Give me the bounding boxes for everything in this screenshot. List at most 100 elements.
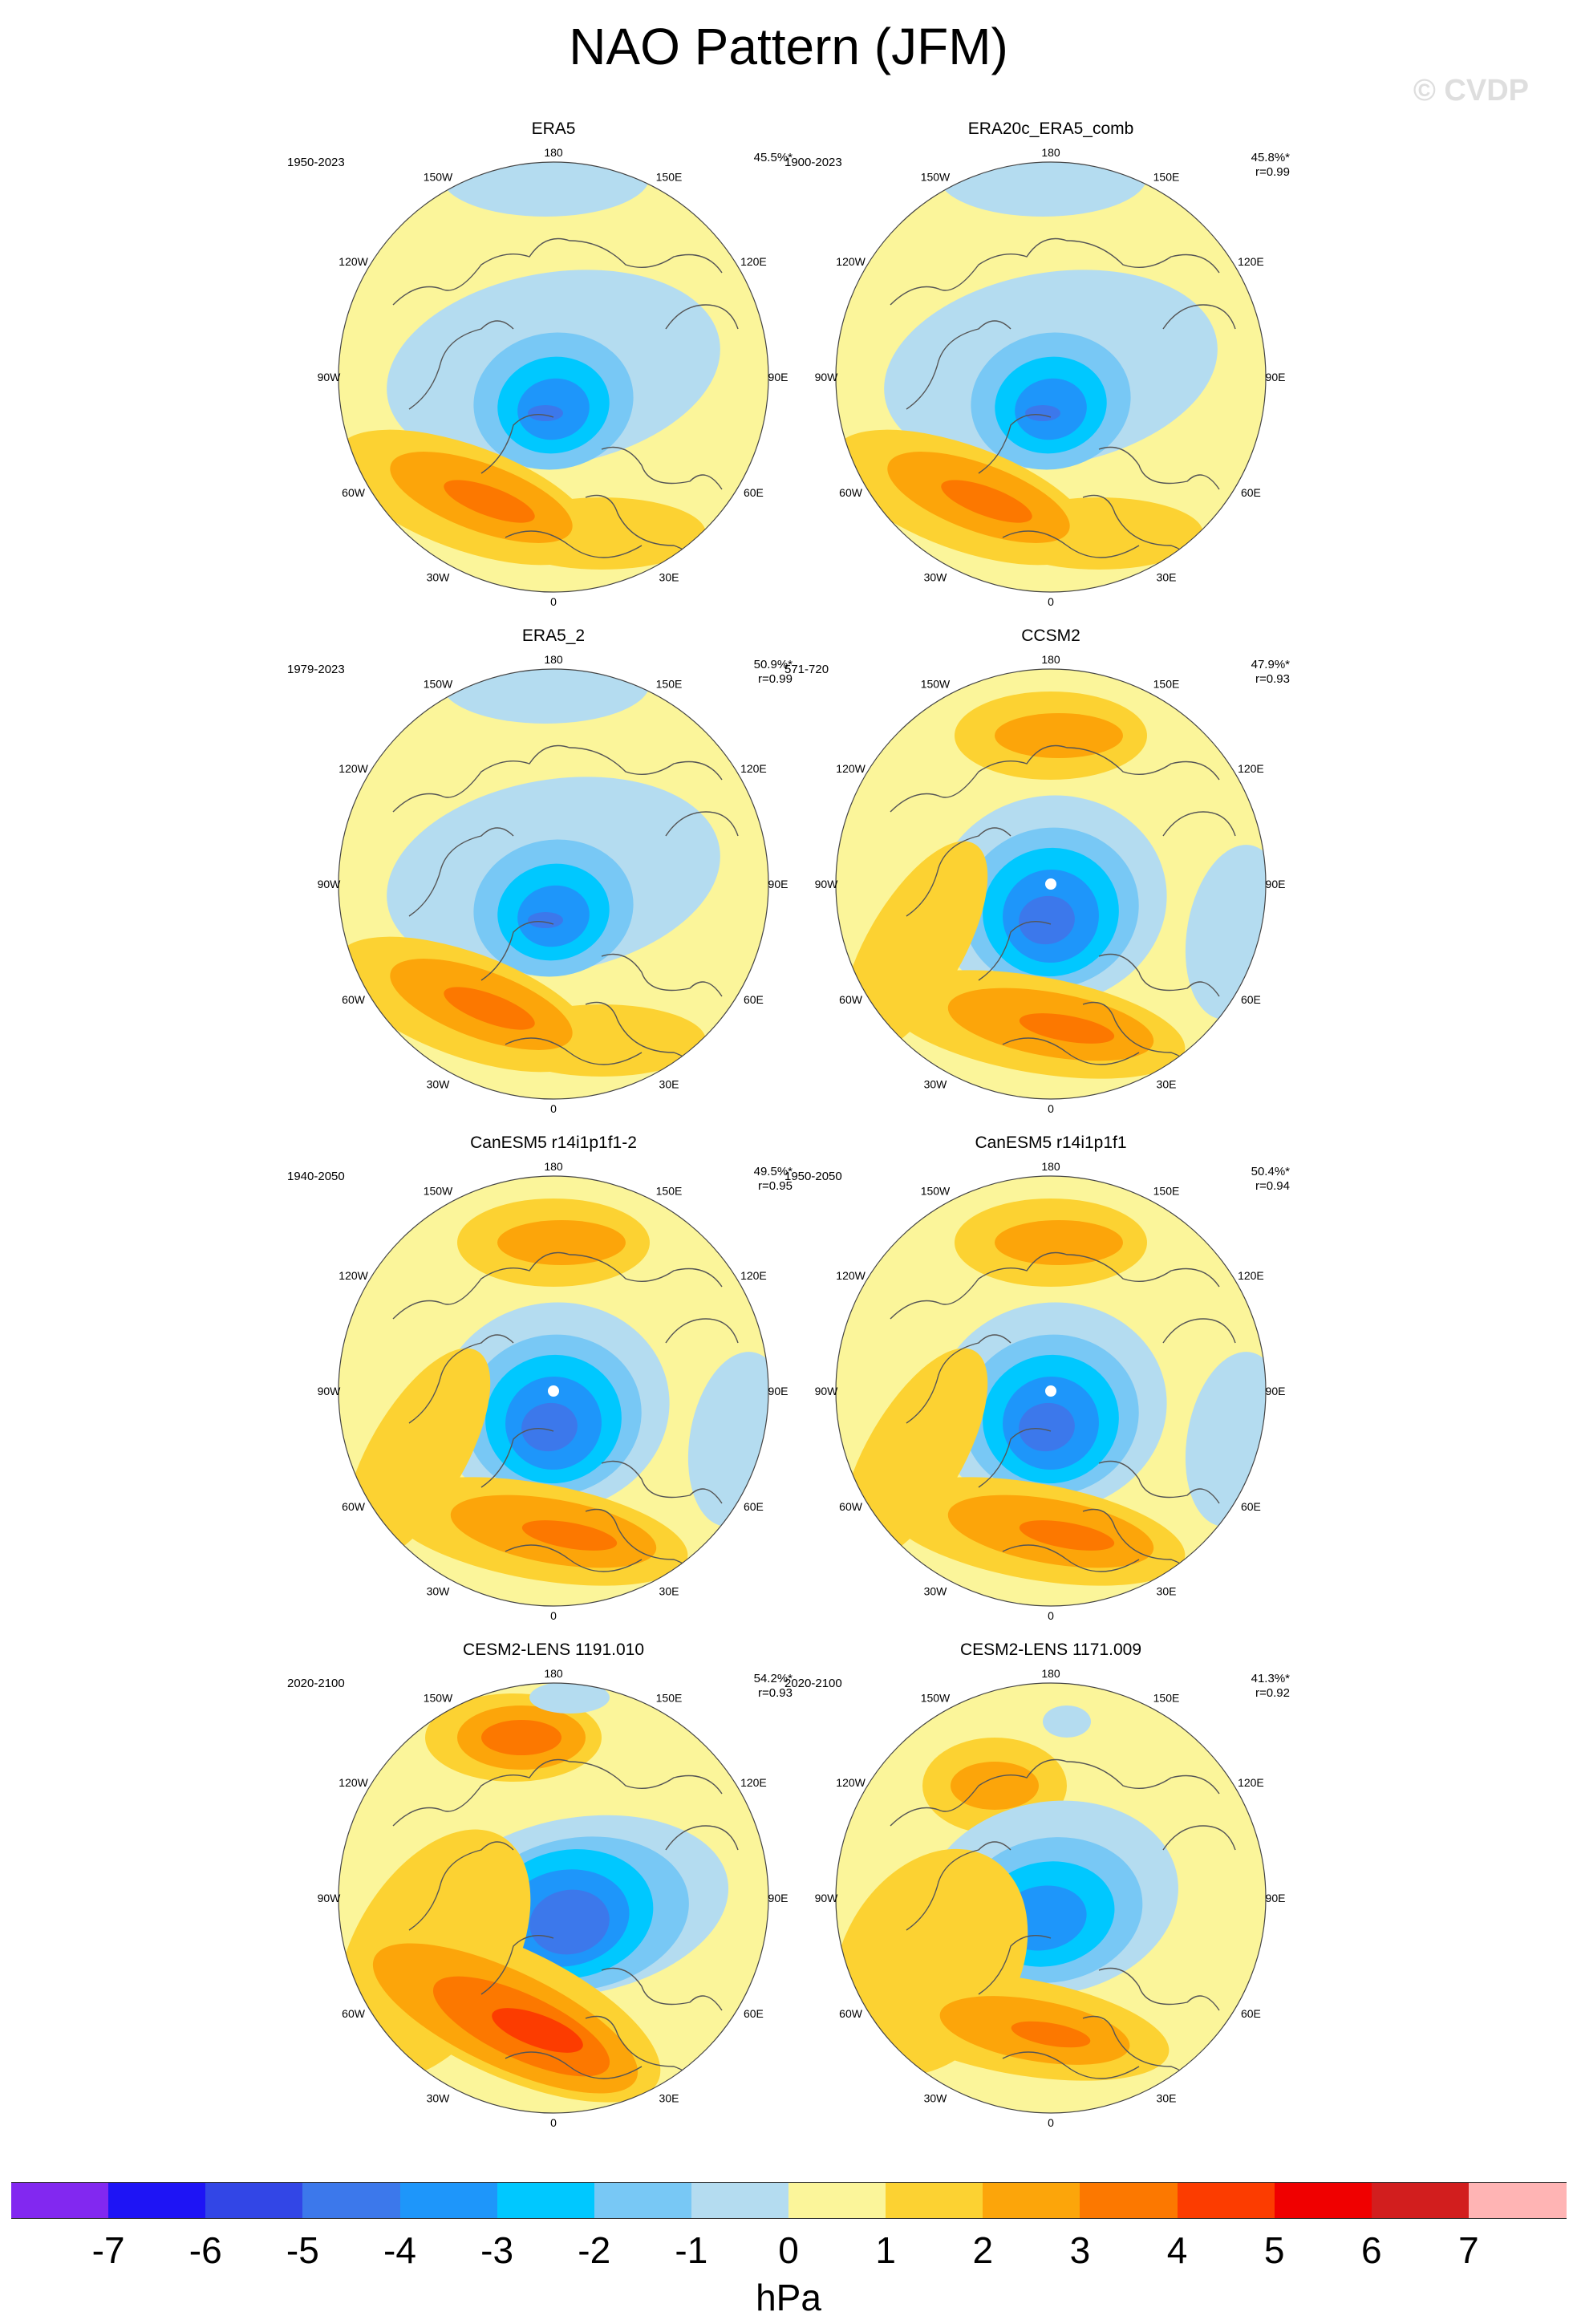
contour-region <box>441 162 650 217</box>
coastline <box>1098 1460 1220 1504</box>
colorbar-swatch <box>1080 2182 1178 2219</box>
longitude-label: 30W <box>427 570 451 583</box>
colorbar-swatch <box>594 2182 692 2219</box>
pattern-correlation: r=0.95 <box>758 1179 793 1193</box>
coastline <box>1098 1967 1220 2011</box>
panel-title: CanESM5 r14i1p1f1 <box>975 1134 1127 1152</box>
colorbar-swatch <box>886 2182 983 2219</box>
panel-title: CESM2-LENS 1191.010 <box>462 1641 645 1659</box>
colorbar-tick-label: 0 <box>778 2229 799 2271</box>
longitude-label: 90E <box>1266 1385 1286 1397</box>
longitude-label: 30E <box>659 1584 679 1597</box>
contour-region <box>1025 405 1060 421</box>
longitude-label: 60W <box>839 993 863 1006</box>
polar-map: 180 150E 120E 90E 60E 30E 0 30W 60W 90W 120W 150W <box>318 146 788 608</box>
polar-map: 180 150E 120E 90E 60E 30E 0 30W 60W 90W 120W 150W <box>815 1160 1286 1622</box>
longitude-label: 180 <box>1041 1667 1060 1680</box>
longitude-label: 150E <box>1153 1692 1180 1705</box>
coastline <box>665 304 739 330</box>
colorbar-swatch <box>11 2182 109 2219</box>
colorbar-tick-label: -5 <box>286 2229 319 2271</box>
coastline <box>1098 446 1220 490</box>
colorbar-tick-label: 4 <box>1166 2229 1188 2271</box>
variance-explained: 50.9%* <box>753 658 793 671</box>
longitude-label: 120E <box>1238 762 1264 775</box>
contour-region <box>841 1348 988 1563</box>
longitude-label: 120W <box>339 255 368 268</box>
contour-region <box>938 162 1147 217</box>
variance-explained: 45.5%* <box>753 151 793 164</box>
polar-map: 180 150E 120E 90E 60E 30E 0 30W 60W 90W 120W 150W <box>318 1160 788 1622</box>
colorbar-tick-label: 3 <box>1069 2229 1091 2271</box>
longitude-label: 150W <box>424 171 453 184</box>
coastline <box>1002 1037 1140 1065</box>
longitude-label: 30W <box>924 1077 948 1090</box>
coastline <box>392 1758 723 1827</box>
map-panel: 180 150E 120E 90E 60E 30E 0 30W 60W 90W 120W 150W CE… <box>233 1640 874 2129</box>
variance-explained: 47.9%* <box>1251 658 1290 671</box>
longitude-label: 30W <box>924 2091 948 2104</box>
contour-region <box>481 1720 561 1755</box>
polar-map: 180 150E 120E 90E 60E 30E 0 30W 60W 90W 120W 150W <box>318 1667 788 2129</box>
coastline <box>392 1251 723 1320</box>
longitude-label: 0 <box>550 2116 557 2129</box>
longitude-label: 150E <box>656 1692 683 1705</box>
contour-region <box>841 841 988 1056</box>
longitude-label: 30E <box>1157 1584 1177 1597</box>
longitude-label: 60W <box>342 1500 366 1513</box>
longitude-label: 180 <box>544 653 563 666</box>
panel-period: 1950-2050 <box>784 1170 842 1183</box>
longitude-label: 180 <box>1041 146 1060 159</box>
longitude-label: 90W <box>318 1385 342 1397</box>
variance-explained: 54.2%* <box>753 1672 793 1685</box>
longitude-label: 60E <box>1241 993 1261 1006</box>
panel-title: CESM2-LENS 1171.009 <box>959 1641 1142 1659</box>
longitude-label: 120W <box>836 1269 866 1282</box>
coastline <box>906 1841 1011 1931</box>
contour-region <box>492 2008 583 2053</box>
pole-marker <box>1045 878 1056 890</box>
contour-region <box>1019 895 1075 945</box>
longitude-label: 30W <box>427 2091 451 2104</box>
watermark: © CVDP <box>1413 74 1529 107</box>
panel-title: CCSM2 <box>1021 627 1080 645</box>
longitude-label: 90E <box>768 371 788 383</box>
contour-region <box>995 713 1123 758</box>
coastline <box>665 811 739 837</box>
map-panel: 180 150E 120E 90E 60E 30E 0 30W 60W 90W 120W 150W CE… <box>730 1640 1372 2129</box>
polar-map: 180 150E 120E 90E 60E 30E 0 30W 60W 90W 120W 150W <box>815 146 1286 608</box>
panel-variance: 50.4%* r=0.94 <box>1170 1165 1290 1194</box>
longitude-label: 120E <box>740 255 767 268</box>
coastline <box>408 827 514 917</box>
longitude-label: 30W <box>924 1584 948 1597</box>
coastline <box>978 1428 1052 1488</box>
contour-region <box>1011 2021 1091 2048</box>
contour-region <box>1019 1013 1115 1044</box>
longitude-label: 120W <box>339 1776 368 1789</box>
panel-title: ERA5 <box>531 120 576 138</box>
map-border <box>338 1682 769 2114</box>
coastline <box>890 237 1220 306</box>
coastline <box>890 1251 1220 1320</box>
colorbar-tick-label: -2 <box>578 2229 611 2271</box>
longitude-label: 30E <box>1157 570 1177 583</box>
pattern-correlation: r=0.93 <box>758 1686 793 1700</box>
colorbar-tick-label: -1 <box>675 2229 708 2271</box>
map-panel: 180 150E 120E 90E 60E 30E 0 30W 60W 90W 120W 150W Ca… <box>233 1133 874 1622</box>
longitude-label: 30E <box>1157 2091 1177 2104</box>
coastline <box>480 1935 554 1995</box>
longitude-label: 120E <box>740 1269 767 1282</box>
coastline <box>505 2051 643 2079</box>
page-title: NAO Pattern (JFM) <box>569 18 1008 75</box>
panel-period: 1950-2023 <box>287 156 345 169</box>
pole-marker <box>1045 1385 1056 1397</box>
longitude-label: 90W <box>815 371 839 383</box>
longitude-label: 30W <box>924 570 948 583</box>
longitude-label: 150E <box>1153 678 1180 691</box>
variance-explained: 45.8%* <box>1251 151 1290 164</box>
pattern-correlation: r=0.99 <box>1255 165 1290 179</box>
colorbar-tick-label: 6 <box>1360 2229 1382 2271</box>
longitude-label: 120W <box>339 762 368 775</box>
coastline <box>978 414 1052 474</box>
longitude-label: 90W <box>815 878 839 890</box>
